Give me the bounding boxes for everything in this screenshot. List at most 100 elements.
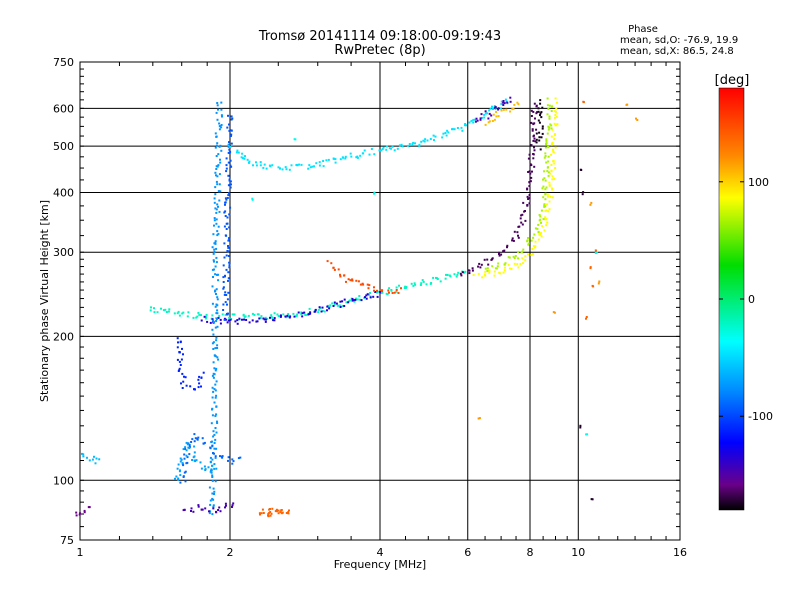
echo-point xyxy=(545,139,548,142)
echo-point xyxy=(543,204,546,207)
echo-point xyxy=(176,358,179,361)
echo-point xyxy=(217,108,219,111)
echo-point xyxy=(275,509,278,512)
echo-point xyxy=(277,166,280,169)
echo-point xyxy=(376,295,379,298)
echo-point xyxy=(180,358,183,361)
echo-point xyxy=(211,444,214,447)
echo-point xyxy=(520,251,523,254)
echo-point xyxy=(554,97,557,100)
echo-point xyxy=(216,356,219,359)
echo-point xyxy=(317,308,320,311)
echo-point xyxy=(268,508,271,511)
echo-point xyxy=(219,190,222,193)
echo-point xyxy=(529,163,532,166)
echo-point xyxy=(231,458,234,461)
echo-point xyxy=(281,168,284,171)
echo-point xyxy=(216,420,218,423)
echo-point xyxy=(526,239,529,242)
echo-point xyxy=(503,266,506,269)
x-tick-label: 4 xyxy=(377,546,384,559)
echo-point xyxy=(527,198,530,200)
echo-point xyxy=(398,144,401,147)
echo-point xyxy=(224,301,227,304)
echo-point xyxy=(224,203,226,206)
echo-point xyxy=(223,211,226,214)
echo-point xyxy=(484,270,487,273)
echo-point xyxy=(464,123,467,125)
echo-point xyxy=(228,178,231,181)
echo-point xyxy=(551,141,554,144)
echo-point xyxy=(552,150,555,153)
echo-point xyxy=(468,121,471,124)
echo-point xyxy=(521,223,524,226)
echo-point xyxy=(227,319,230,322)
echo-point xyxy=(211,302,214,305)
echo-point xyxy=(269,316,271,319)
trace-20 xyxy=(579,168,594,501)
echo-point xyxy=(75,511,78,514)
echo-point xyxy=(536,227,539,230)
echo-point xyxy=(218,199,221,202)
echo-point xyxy=(364,296,366,299)
echo-point xyxy=(293,315,296,318)
echo-point xyxy=(401,145,404,148)
echo-point xyxy=(547,128,550,131)
echo-point xyxy=(555,115,558,118)
echo-point xyxy=(534,246,536,249)
echo-point xyxy=(532,253,534,255)
echo-point xyxy=(544,146,547,149)
echo-point xyxy=(540,116,543,119)
echo-point xyxy=(211,328,214,331)
colorbar-label: [deg] xyxy=(715,73,750,88)
echo-point xyxy=(395,286,398,289)
echo-point xyxy=(496,265,499,268)
echo-point xyxy=(224,502,227,505)
echo-point xyxy=(212,487,215,490)
echo-point xyxy=(216,296,219,299)
echo-point xyxy=(224,318,227,321)
echo-point xyxy=(534,140,537,143)
echo-point xyxy=(413,282,416,285)
echo-point xyxy=(215,293,217,295)
echo-point xyxy=(541,106,544,109)
echo-point xyxy=(196,438,199,441)
echo-point xyxy=(513,262,516,265)
echo-point xyxy=(193,440,196,443)
echo-point xyxy=(230,133,233,136)
echo-point xyxy=(214,480,217,483)
echo-point xyxy=(226,216,229,219)
echo-point xyxy=(546,97,549,100)
echo-point xyxy=(93,455,95,458)
echo-point xyxy=(219,322,222,325)
echo-point xyxy=(309,166,312,169)
echo-point xyxy=(224,197,227,200)
echo-point xyxy=(472,121,475,124)
echo-point xyxy=(215,394,218,397)
echo-point xyxy=(287,511,289,514)
echo-point xyxy=(410,282,413,285)
echo-point xyxy=(494,267,497,270)
echo-point xyxy=(225,167,228,170)
echo-point xyxy=(284,166,287,169)
echo-point xyxy=(215,135,218,138)
echo-point xyxy=(282,313,285,316)
echo-point xyxy=(378,149,381,152)
echo-point xyxy=(177,477,180,480)
grid-lines xyxy=(80,62,680,540)
echo-point xyxy=(321,306,324,309)
echo-point xyxy=(540,235,543,238)
echo-point xyxy=(193,451,196,454)
echo-point xyxy=(337,268,340,271)
echo-point xyxy=(585,316,588,318)
echo-point xyxy=(318,306,321,309)
echo-point xyxy=(228,129,231,132)
echo-point xyxy=(497,115,500,118)
echo-point xyxy=(591,498,594,501)
echo-point xyxy=(225,294,228,296)
echo-point xyxy=(211,268,214,271)
echo-point xyxy=(370,148,373,150)
echo-point xyxy=(300,163,303,166)
echo-point xyxy=(213,463,216,466)
echo-point xyxy=(493,118,496,121)
